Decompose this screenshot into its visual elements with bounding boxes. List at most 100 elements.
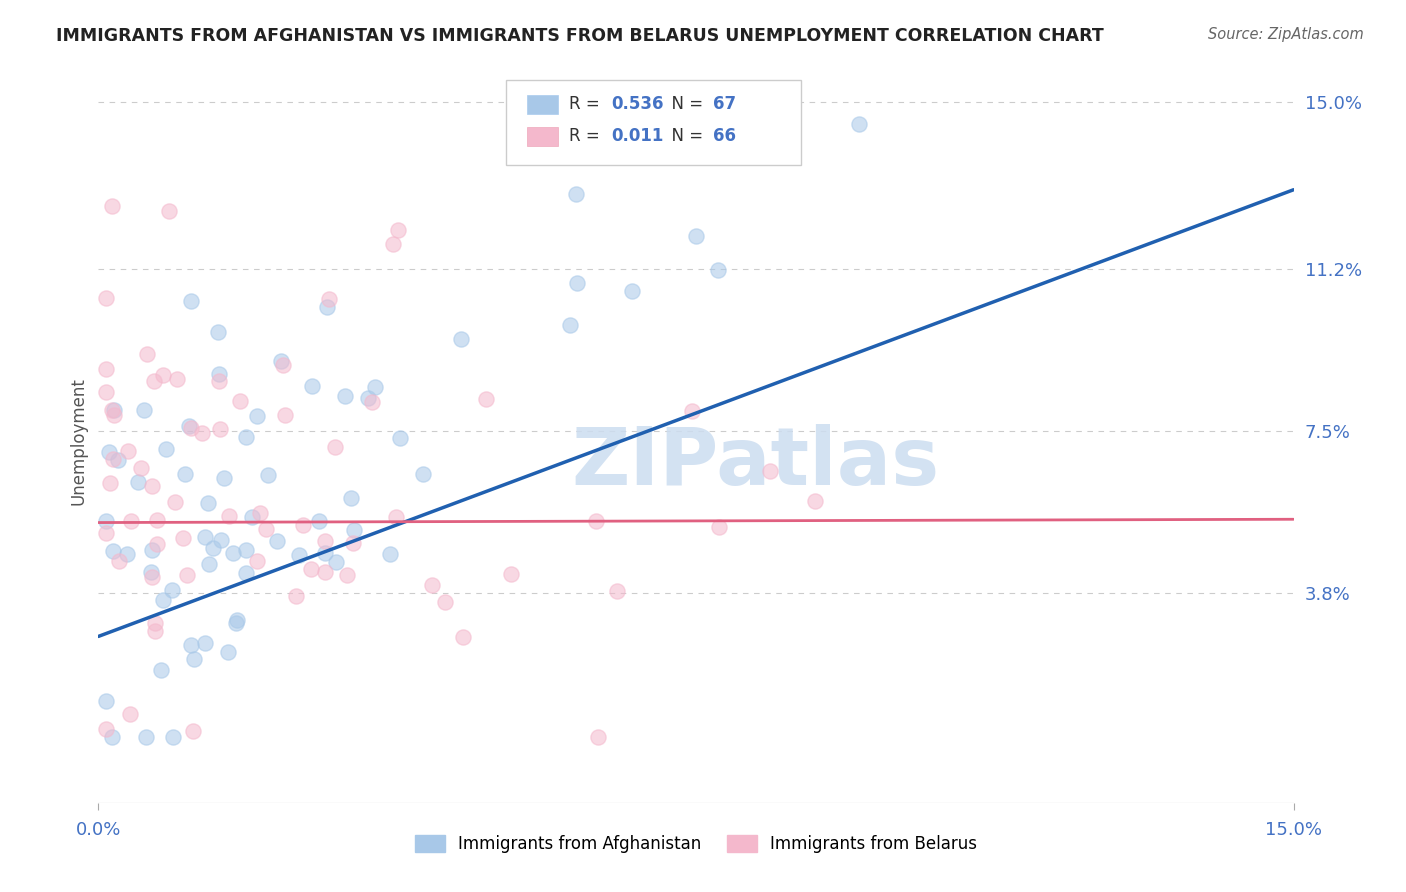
Point [193,636,215,650]
Text: N =: N = [661,128,709,145]
Point [333,389,356,403]
Point [149,663,172,677]
Text: 0.011: 0.011 [612,128,664,145]
Point [356,391,378,405]
Point [271,358,294,372]
Point [103,403,125,417]
Point [141,570,163,584]
Point [759,464,782,478]
Point [254,522,277,536]
Point [755,117,778,131]
Point [165,495,187,509]
Point [162,730,184,744]
Point [101,199,124,213]
Point [291,517,314,532]
Point [314,546,336,560]
Point [96,361,118,376]
Point [685,229,707,244]
Point [143,615,166,630]
Point [152,368,174,382]
Point [218,509,240,524]
Point [180,294,202,309]
Text: 67: 67 [713,95,735,113]
Point [101,403,124,417]
Point [242,509,264,524]
Point [98,445,121,459]
Point [804,493,827,508]
Point [585,514,607,528]
Point [146,537,169,551]
Point [222,546,245,560]
Point [115,547,138,561]
Point [318,292,340,306]
Point [451,630,474,644]
Legend: Immigrants from Afghanistan, Immigrants from Belarus: Immigrants from Afghanistan, Immigrants … [408,828,984,860]
Point [166,372,188,386]
Text: R =: R = [569,95,606,113]
Point [340,491,363,506]
Text: ZIPatlas: ZIPatlas [572,425,939,502]
Point [176,567,198,582]
Point [132,403,155,417]
Point [681,404,703,418]
Point [707,520,730,534]
Point [198,557,221,571]
Point [173,532,195,546]
Point [225,615,247,630]
Point [246,554,269,568]
Point [183,723,205,738]
Point [96,384,118,399]
Point [160,582,183,597]
Point [174,467,197,482]
Point [103,408,125,422]
Point [475,392,498,406]
Point [207,368,229,382]
Point [606,584,628,599]
Point [246,409,269,424]
Point [325,555,347,569]
Point [155,442,177,457]
Point [135,730,157,744]
Point [229,393,252,408]
Point [143,624,166,639]
Point [107,453,129,467]
Point [560,318,582,332]
Point [565,186,588,201]
Point [202,541,225,556]
Point [212,470,235,484]
Point [316,300,339,314]
Point [183,652,205,666]
Point [152,593,174,607]
Point [96,292,118,306]
Point [314,534,336,549]
Point [157,203,180,218]
Point [117,444,139,458]
Point [101,730,124,744]
Point [139,566,162,580]
Point [180,638,202,652]
Text: IMMIGRANTS FROM AFGHANISTAN VS IMMIGRANTS FROM BELARUS UNEMPLOYMENT CORRELATION : IMMIGRANTS FROM AFGHANISTAN VS IMMIGRANT… [56,27,1104,45]
Point [342,536,364,550]
Point [96,693,118,707]
Text: N =: N = [661,95,709,113]
Point [235,542,257,557]
Point [301,379,323,393]
Point [235,429,257,443]
Point [420,578,443,592]
Point [382,236,405,251]
Point [100,476,122,491]
Point [364,380,387,394]
Point [388,431,411,445]
Point [208,375,231,389]
Point [127,475,149,490]
Point [209,533,232,547]
Point [145,513,167,527]
Point [848,117,870,131]
Point [120,514,142,528]
Point [412,467,434,481]
Point [266,533,288,548]
Point [360,394,382,409]
Point [235,566,257,580]
Point [209,422,232,436]
Point [108,554,131,568]
